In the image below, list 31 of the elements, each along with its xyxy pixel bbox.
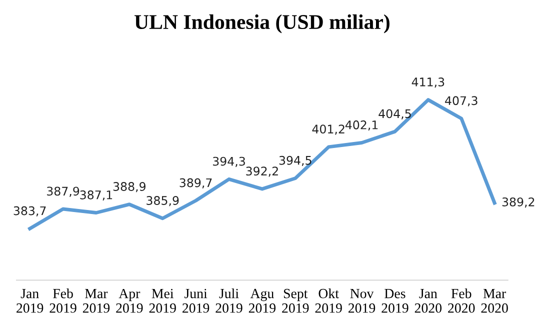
data-label: 401,2 (312, 124, 344, 135)
data-label: 394,5 (279, 156, 312, 166)
x-tick-label: Des 2019 (382, 289, 408, 313)
x-tick-label: Mar 2019 (82, 289, 110, 313)
data-label: 394,3 (213, 156, 245, 167)
data-label: 389,7 (180, 178, 212, 188)
x-tick-label: Apr 2019 (116, 288, 143, 313)
x-tick-label: Feb 2020 (448, 288, 475, 313)
x-tick-label: Okt 2019 (315, 288, 342, 313)
data-label: 388,9 (113, 182, 146, 192)
x-tick-label: Mei 2019 (149, 288, 176, 313)
x-tick-label: Nov 2019 (348, 289, 376, 313)
data-label: 387,9 (47, 186, 80, 197)
data-label: 402,1 (345, 120, 378, 131)
data-label: 392,2 (246, 166, 278, 177)
x-tick-label: Agu 2019 (248, 288, 276, 313)
data-label: 387,1 (80, 190, 112, 201)
chart-title: ULN Indonesia (USD miliar) (134, 14, 390, 34)
data-label: 404,5 (378, 109, 411, 120)
x-tick-label: Sept 2019 (282, 288, 309, 313)
x-tick-label: Juni 2019 (182, 288, 210, 313)
data-label: 411,3 (412, 77, 444, 88)
data-label: 407,3 (445, 96, 478, 106)
x-tick-label: Jan 2020 (414, 289, 442, 313)
x-tick-label: Feb 2019 (50, 288, 76, 313)
x-tick-label: Mar 2020 (481, 289, 508, 313)
data-label: 389,2 (502, 197, 534, 208)
data-label: 385,9 (146, 196, 179, 206)
data-label: 383,7 (14, 206, 46, 216)
x-tick-label: Juli 2019 (216, 288, 242, 313)
x-tick-label: Jan 2019 (16, 289, 44, 313)
